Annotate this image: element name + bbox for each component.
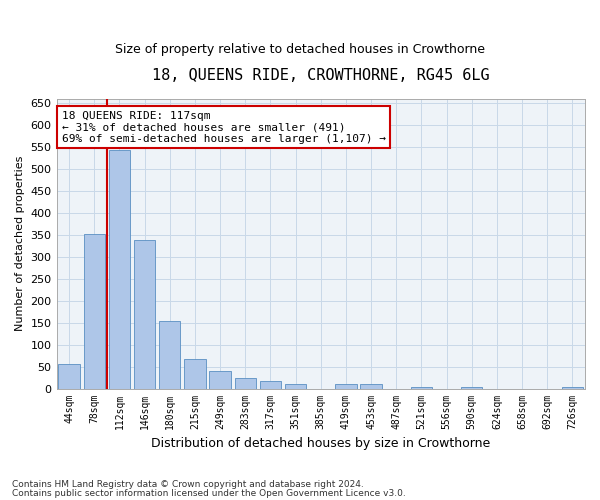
- X-axis label: Distribution of detached houses by size in Crowthorne: Distribution of detached houses by size …: [151, 437, 490, 450]
- Bar: [58, 364, 80, 388]
- Text: Size of property relative to detached houses in Crowthorne: Size of property relative to detached ho…: [115, 42, 485, 56]
- Bar: [461, 387, 482, 388]
- Bar: [83, 234, 105, 388]
- Y-axis label: Number of detached properties: Number of detached properties: [15, 156, 25, 332]
- Text: Contains HM Land Registry data © Crown copyright and database right 2024.: Contains HM Land Registry data © Crown c…: [12, 480, 364, 489]
- Bar: [184, 358, 206, 388]
- Bar: [109, 150, 130, 388]
- Title: 18, QUEENS RIDE, CROWTHORNE, RG45 6LG: 18, QUEENS RIDE, CROWTHORNE, RG45 6LG: [152, 68, 490, 82]
- Bar: [285, 384, 307, 388]
- Bar: [411, 387, 432, 388]
- Bar: [159, 320, 181, 388]
- Bar: [335, 384, 356, 388]
- Bar: [260, 381, 281, 388]
- Bar: [134, 240, 155, 388]
- Text: 18 QUEENS RIDE: 117sqm
← 31% of detached houses are smaller (491)
69% of semi-de: 18 QUEENS RIDE: 117sqm ← 31% of detached…: [62, 110, 386, 144]
- Text: Contains public sector information licensed under the Open Government Licence v3: Contains public sector information licen…: [12, 488, 406, 498]
- Bar: [361, 384, 382, 388]
- Bar: [562, 387, 583, 388]
- Bar: [209, 371, 231, 388]
- Bar: [235, 378, 256, 388]
